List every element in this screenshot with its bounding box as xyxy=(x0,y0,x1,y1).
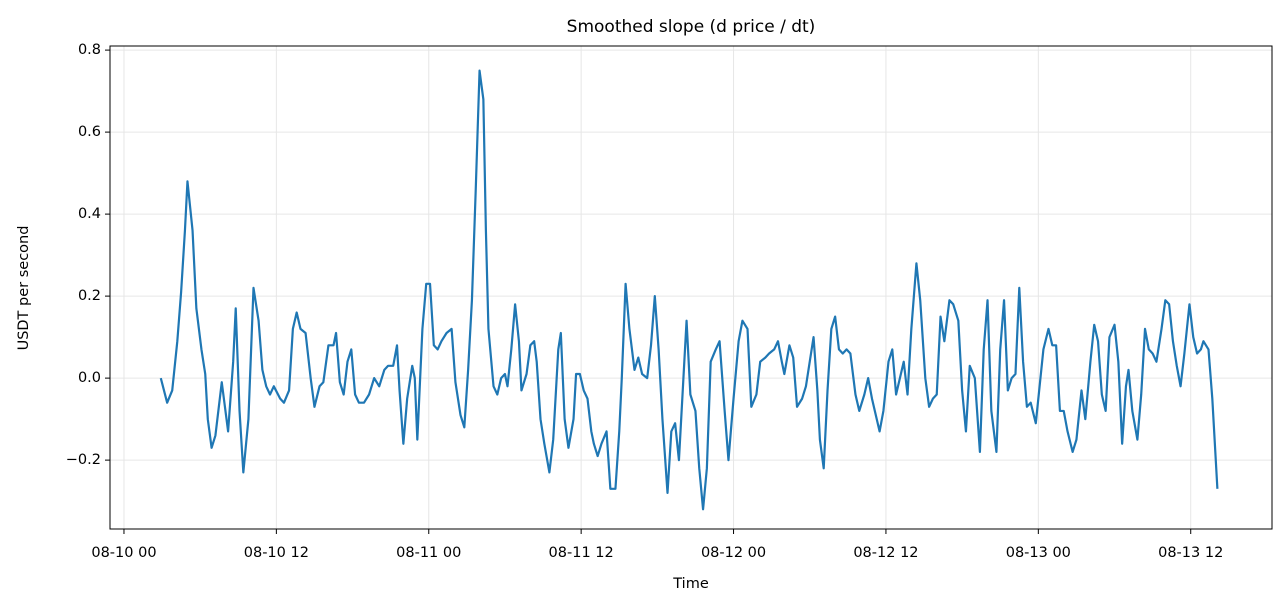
x-tick-label: 08-13 00 xyxy=(1006,545,1071,561)
x-tick-label: 08-11 12 xyxy=(549,545,614,561)
y-tick-label: 0.6 xyxy=(78,124,101,140)
x-axis-label: Time xyxy=(672,576,709,592)
y-tick-label: −0.2 xyxy=(66,452,101,468)
data-line xyxy=(159,69,1219,511)
x-tick-label: 08-10 12 xyxy=(244,545,309,561)
x-tick-label: 08-11 00 xyxy=(396,545,461,561)
y-tick-label: 0.8 xyxy=(78,42,101,58)
y-tick-label: 0.2 xyxy=(78,288,101,304)
plot-frame xyxy=(109,45,1273,530)
chart-title: Smoothed slope (d price / dt) xyxy=(567,17,816,37)
y-tick-label: 0.4 xyxy=(78,206,101,222)
x-tick-label: 08-12 00 xyxy=(701,545,766,561)
x-tick-label: 08-13 12 xyxy=(1158,545,1223,561)
x-tick-label: 08-12 12 xyxy=(853,545,918,561)
y-tick-label: 0.0 xyxy=(78,370,101,386)
y-axis-label: USDT per second xyxy=(16,226,32,351)
x-tick-label: 08-10 00 xyxy=(91,545,156,561)
